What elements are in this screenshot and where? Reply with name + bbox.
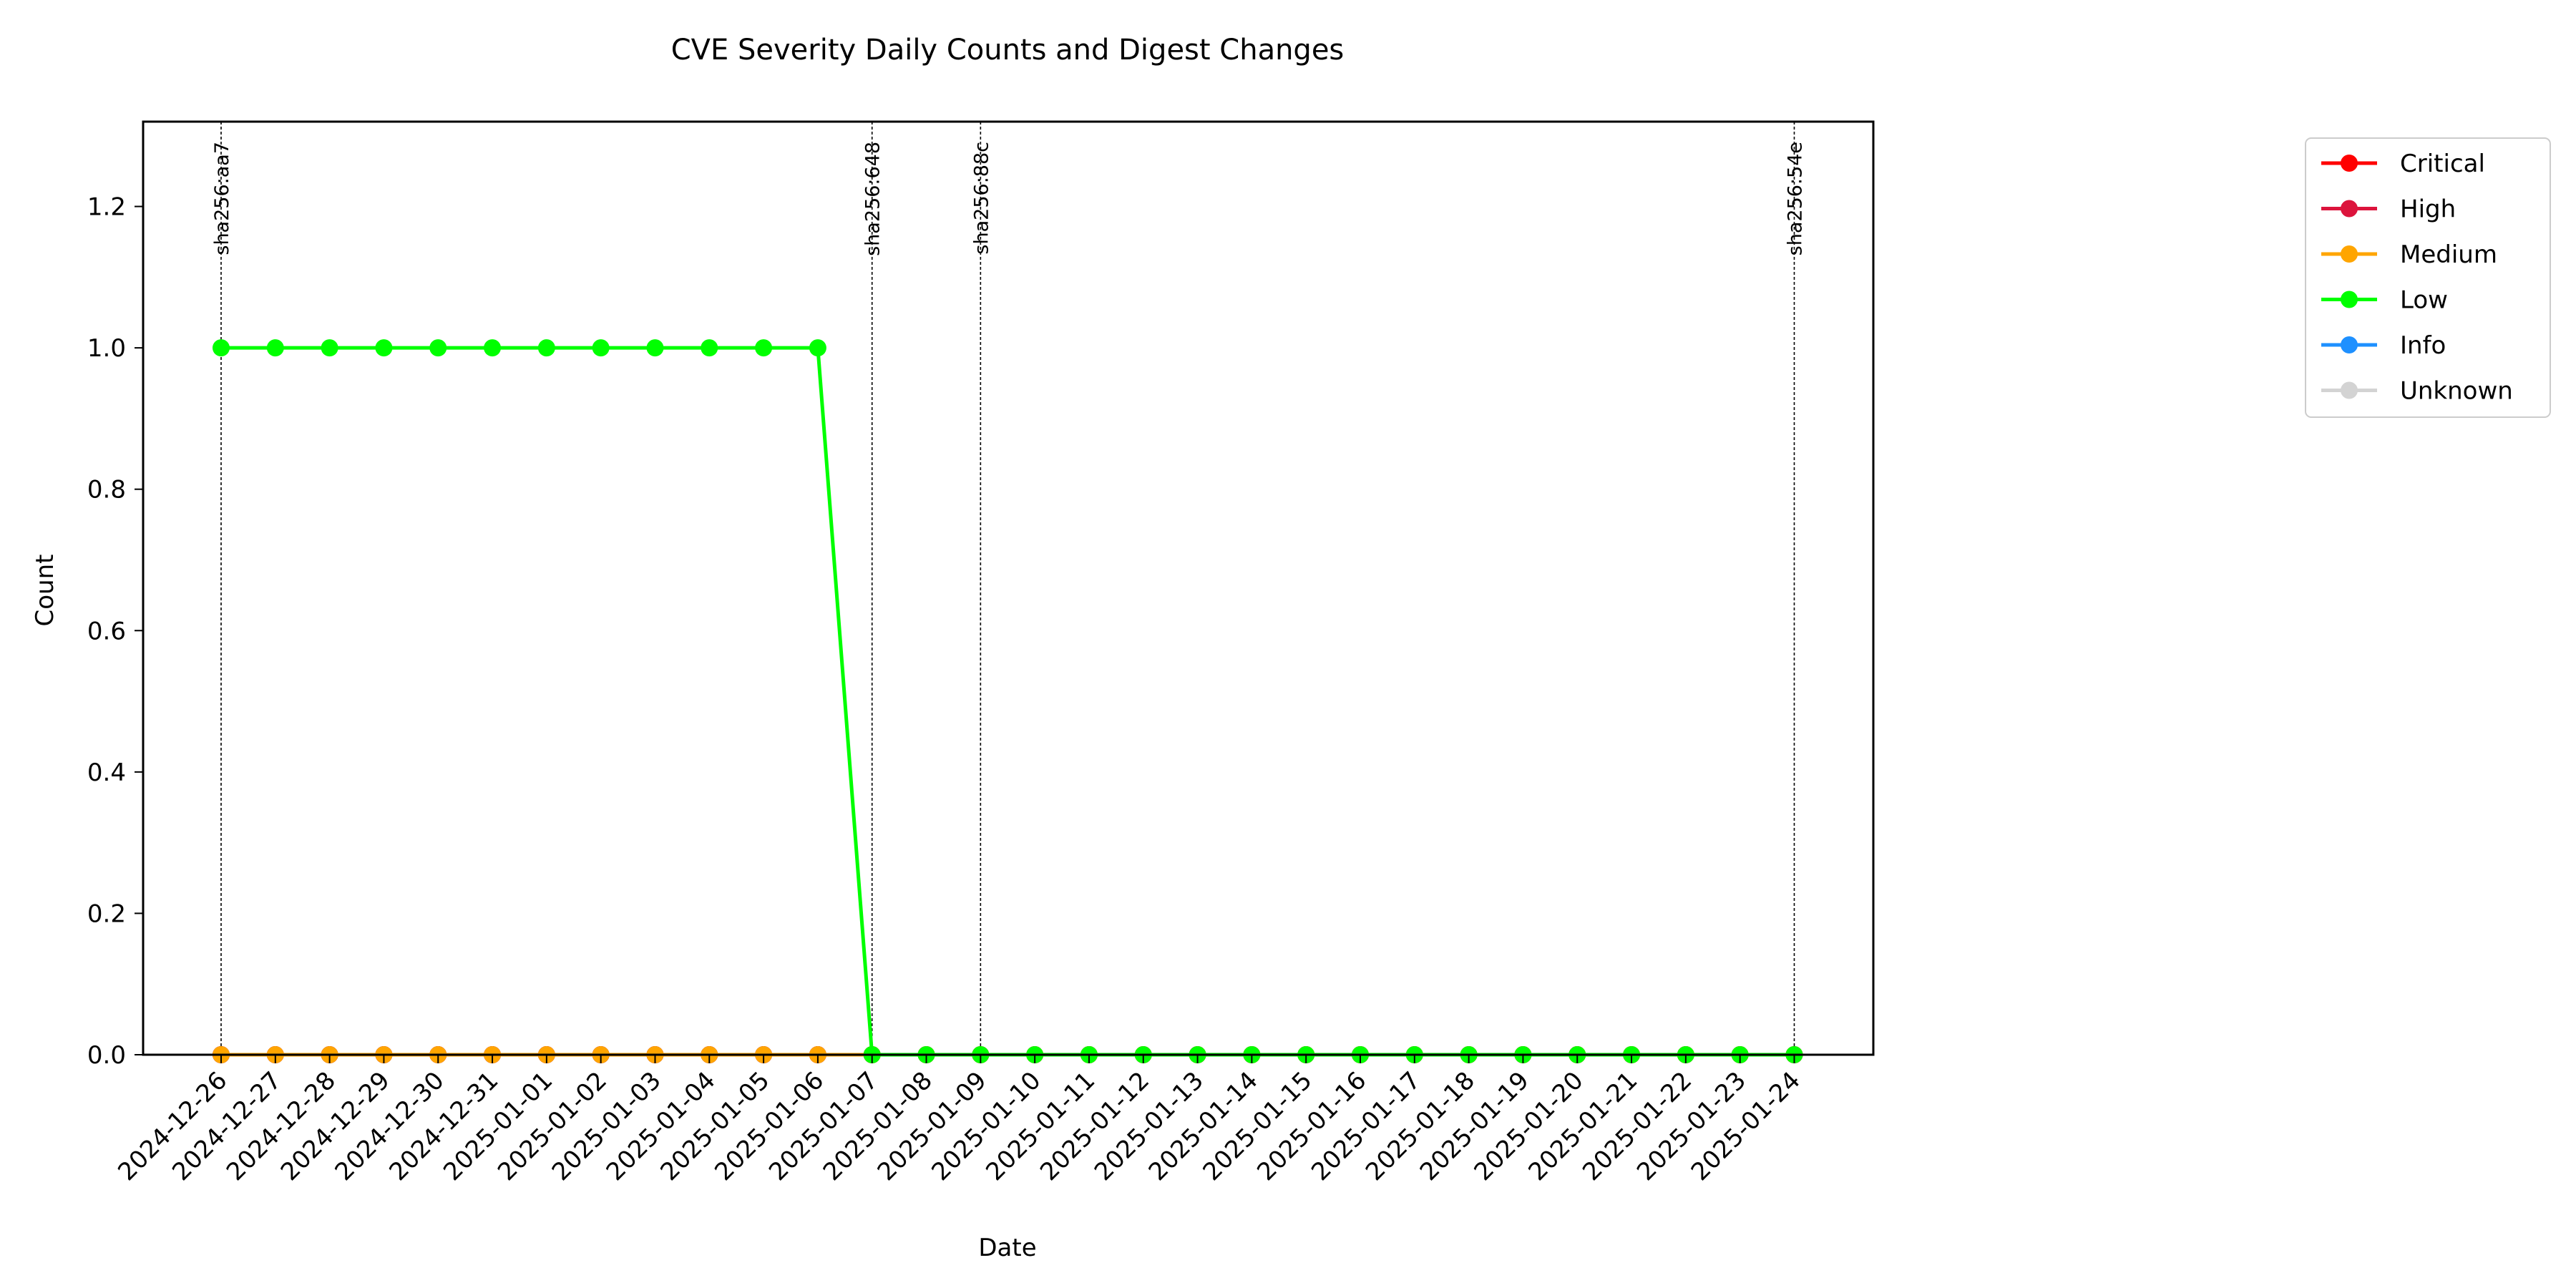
chart-title: CVE Severity Daily Counts and Digest Cha… (671, 34, 1345, 67)
point-low-11 (809, 339, 826, 357)
point-low-0 (213, 339, 230, 357)
legend: Critical High Medium Low Info Unknown (2305, 137, 2551, 418)
digest-label-2: sha256:88c (970, 142, 992, 255)
legend-label-low: Low (2400, 286, 2448, 315)
x-axis-label: Date (978, 1234, 1036, 1262)
legend-label-info: Info (2400, 331, 2446, 360)
legend-marker-info (2341, 336, 2358, 353)
point-low-2 (321, 339, 338, 357)
point-low-3 (375, 339, 393, 357)
y-tick-label-5: 1.0 (87, 334, 126, 363)
y-tick-label-0: 0.0 (87, 1041, 126, 1070)
point-low-6 (537, 339, 555, 357)
y-tick-label-1: 0.2 (87, 899, 126, 928)
plot-frame (142, 120, 1875, 1056)
legend-label-unknown: Unknown (2400, 377, 2513, 406)
y-tick-label-3: 0.6 (87, 617, 126, 645)
legend-label-critical: Critical (2400, 150, 2485, 178)
legend-marker-low (2341, 291, 2358, 308)
legend-marker-unknown (2341, 381, 2358, 399)
legend-marker-medium (2341, 245, 2358, 263)
point-low-9 (701, 339, 718, 357)
legend-label-high: High (2400, 195, 2456, 224)
series-line-low (221, 346, 1795, 1057)
legend-marker-critical (2341, 155, 2358, 172)
legend-marker-high (2341, 200, 2358, 218)
y-tick-label-2: 0.4 (87, 758, 126, 787)
legend-box (2305, 137, 2551, 418)
point-low-5 (484, 339, 502, 357)
legend-label-medium: Medium (2400, 240, 2497, 269)
point-low-4 (429, 339, 447, 357)
point-low-8 (646, 339, 664, 357)
digest-label-3: sha256:54e (1784, 142, 1806, 255)
y-tick-label-4: 0.8 (87, 476, 126, 504)
point-low-10 (755, 339, 773, 357)
point-low-1 (266, 339, 284, 357)
plot-area: sha256:aa7 sha256:648 sha256:88c sha256:54e (211, 122, 1806, 1063)
digest-label-1: sha256:648 (862, 142, 884, 256)
y-tick-label-6: 1.2 (87, 193, 126, 222)
point-low-7 (592, 339, 610, 357)
y-axis-label: Count (31, 555, 59, 627)
digest-label-0: sha256:aa7 (211, 142, 233, 255)
